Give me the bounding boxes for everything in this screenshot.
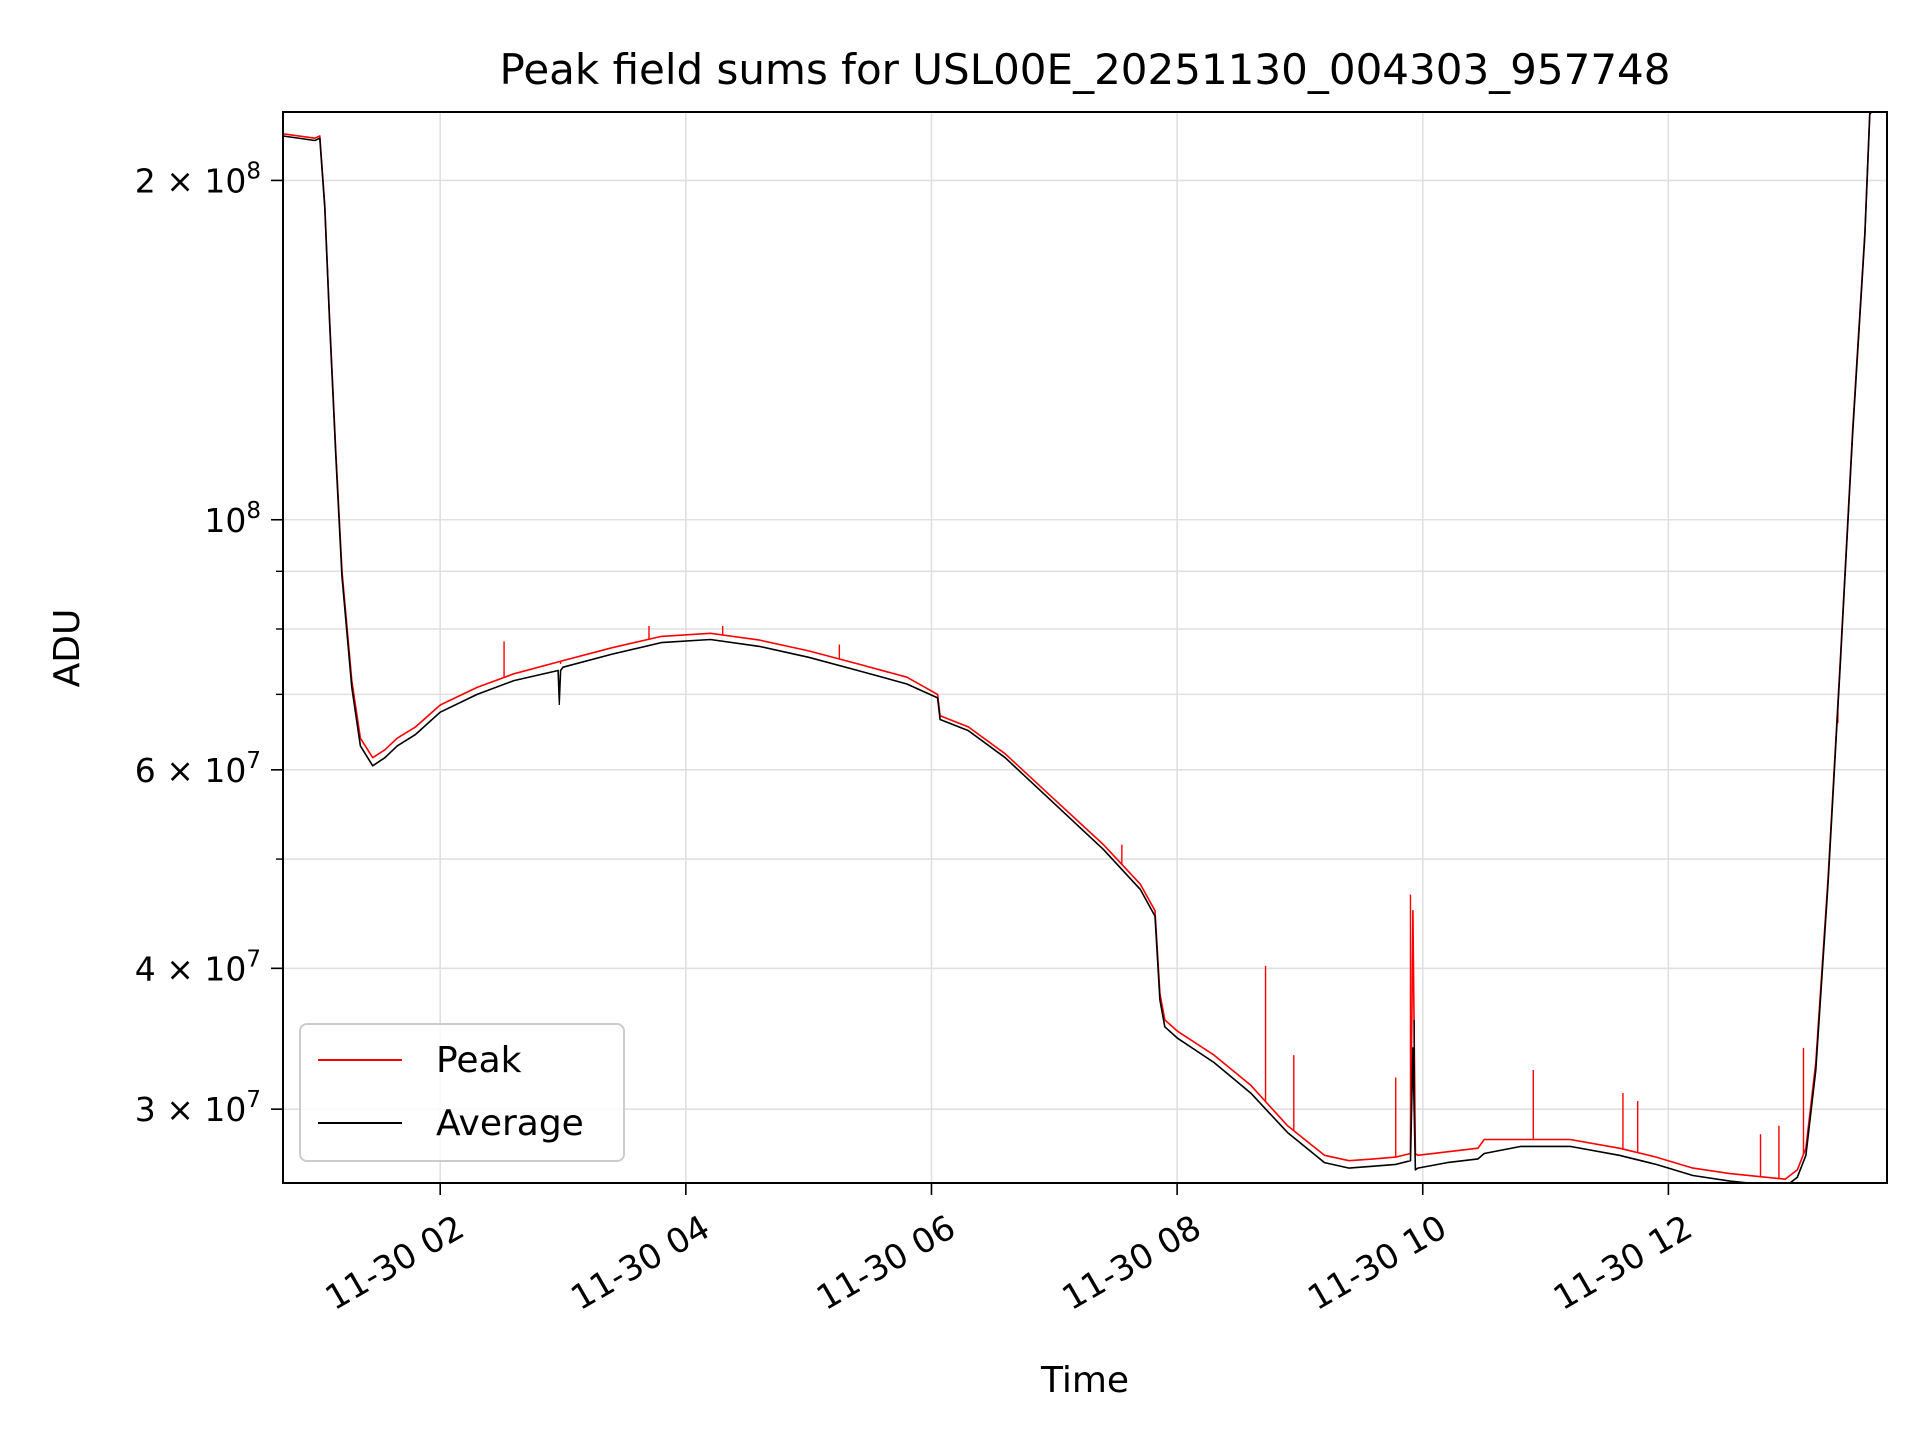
- y-axis-label: ADU: [47, 609, 88, 688]
- legend-box: [299, 1023, 625, 1162]
- x-axis-label: Time: [1040, 1360, 1129, 1401]
- y-tick-label: 2 × 108: [135, 158, 261, 200]
- series-layer: [283, 112, 1873, 1183]
- chart-title: Peak field sums for USL00E_20251130_0043…: [499, 45, 1670, 94]
- y-tick-label: 6 × 107: [135, 748, 261, 790]
- plot-frame: [282, 111, 1888, 1184]
- legend-label-peak: Peak: [436, 1040, 522, 1081]
- y-tick-label: 108: [204, 498, 261, 540]
- y-tick-label: 4 × 107: [135, 946, 261, 988]
- series-line-average: [283, 112, 1873, 1183]
- grid-lines: [283, 112, 1887, 1183]
- legend-label-average: Average: [436, 1103, 584, 1144]
- y-axis: 3 × 107 4 × 107 6 × 107 108 2 × 108: [135, 158, 283, 1129]
- legend: Peak Average: [299, 1023, 625, 1162]
- y-tick-label: 3 × 107: [135, 1087, 261, 1129]
- series-line-peak: [283, 112, 1871, 1180]
